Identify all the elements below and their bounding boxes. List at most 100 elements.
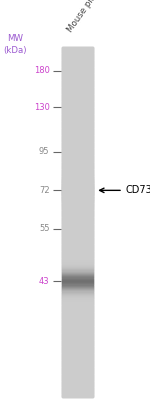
Bar bbox=[62, 323, 93, 324]
Bar bbox=[62, 208, 93, 209]
Bar bbox=[62, 104, 93, 105]
Bar bbox=[62, 235, 93, 237]
Bar bbox=[62, 227, 93, 228]
Bar bbox=[62, 105, 93, 107]
Bar bbox=[62, 91, 93, 92]
Bar bbox=[62, 143, 93, 144]
Bar bbox=[62, 195, 93, 196]
Bar bbox=[62, 238, 93, 239]
Bar bbox=[62, 292, 93, 293]
Bar bbox=[62, 63, 93, 64]
Bar bbox=[62, 199, 93, 200]
Bar bbox=[62, 57, 93, 58]
Bar bbox=[62, 75, 93, 76]
Bar bbox=[62, 147, 93, 149]
Bar bbox=[62, 240, 93, 241]
Bar bbox=[62, 178, 93, 179]
Bar bbox=[62, 145, 93, 146]
Bar bbox=[62, 116, 93, 117]
Bar bbox=[62, 140, 93, 141]
Bar bbox=[62, 194, 93, 195]
Bar bbox=[62, 81, 93, 82]
Bar bbox=[62, 356, 93, 357]
Bar bbox=[62, 74, 93, 75]
Bar bbox=[62, 311, 93, 313]
Bar bbox=[62, 198, 93, 199]
Bar bbox=[62, 329, 93, 330]
Bar bbox=[62, 113, 93, 115]
Bar bbox=[62, 294, 93, 295]
Bar bbox=[62, 358, 93, 359]
Bar bbox=[62, 245, 93, 246]
Bar bbox=[62, 107, 93, 109]
Bar bbox=[62, 250, 93, 252]
Bar bbox=[62, 128, 93, 129]
Bar bbox=[62, 394, 93, 396]
Bar bbox=[62, 370, 93, 371]
Bar bbox=[62, 199, 93, 200]
Bar bbox=[62, 209, 93, 211]
Bar bbox=[62, 171, 93, 172]
Bar bbox=[62, 377, 93, 378]
Bar bbox=[62, 260, 93, 261]
Bar bbox=[62, 271, 93, 273]
Bar bbox=[62, 140, 93, 141]
Bar bbox=[62, 71, 93, 72]
Bar bbox=[62, 149, 93, 150]
Bar bbox=[62, 61, 93, 62]
Bar bbox=[62, 78, 93, 79]
Bar bbox=[62, 313, 93, 314]
Bar bbox=[62, 266, 93, 267]
Bar bbox=[62, 183, 93, 185]
Bar bbox=[62, 241, 93, 242]
Bar bbox=[62, 62, 93, 63]
Bar bbox=[62, 55, 93, 56]
Bar bbox=[62, 284, 93, 286]
Bar bbox=[62, 170, 93, 171]
Bar bbox=[62, 322, 93, 323]
Bar bbox=[62, 151, 93, 152]
Bar bbox=[62, 314, 93, 315]
Bar bbox=[62, 279, 93, 280]
Bar bbox=[62, 396, 93, 397]
Bar bbox=[62, 86, 93, 87]
Bar bbox=[62, 320, 93, 321]
Bar bbox=[62, 81, 93, 82]
Bar bbox=[62, 53, 93, 55]
Bar bbox=[62, 275, 93, 276]
Bar bbox=[62, 372, 93, 373]
Bar bbox=[62, 70, 93, 71]
Bar bbox=[62, 365, 93, 367]
Bar bbox=[62, 331, 93, 333]
Bar bbox=[62, 232, 93, 233]
Bar bbox=[62, 263, 93, 264]
Bar bbox=[62, 267, 93, 268]
Bar bbox=[62, 363, 93, 364]
Bar bbox=[62, 233, 93, 234]
Bar bbox=[62, 385, 93, 386]
Bar bbox=[62, 301, 93, 302]
Bar bbox=[62, 331, 93, 333]
Bar bbox=[62, 316, 93, 317]
Bar bbox=[62, 118, 93, 119]
Bar bbox=[62, 77, 93, 78]
Bar bbox=[62, 122, 93, 123]
Bar bbox=[62, 103, 93, 104]
Bar bbox=[62, 271, 93, 273]
Bar bbox=[62, 279, 93, 280]
Bar bbox=[62, 152, 93, 153]
Bar bbox=[62, 186, 93, 187]
Bar bbox=[62, 314, 93, 315]
Text: CD73: CD73 bbox=[126, 185, 150, 195]
Bar bbox=[62, 247, 93, 248]
Bar bbox=[62, 123, 93, 124]
Bar bbox=[62, 230, 93, 232]
Bar bbox=[62, 102, 93, 103]
Bar bbox=[62, 266, 93, 267]
Bar bbox=[62, 324, 93, 326]
Bar bbox=[62, 115, 93, 116]
Bar bbox=[62, 339, 93, 341]
Bar bbox=[62, 303, 93, 304]
Bar bbox=[62, 253, 93, 254]
Bar bbox=[62, 167, 93, 168]
